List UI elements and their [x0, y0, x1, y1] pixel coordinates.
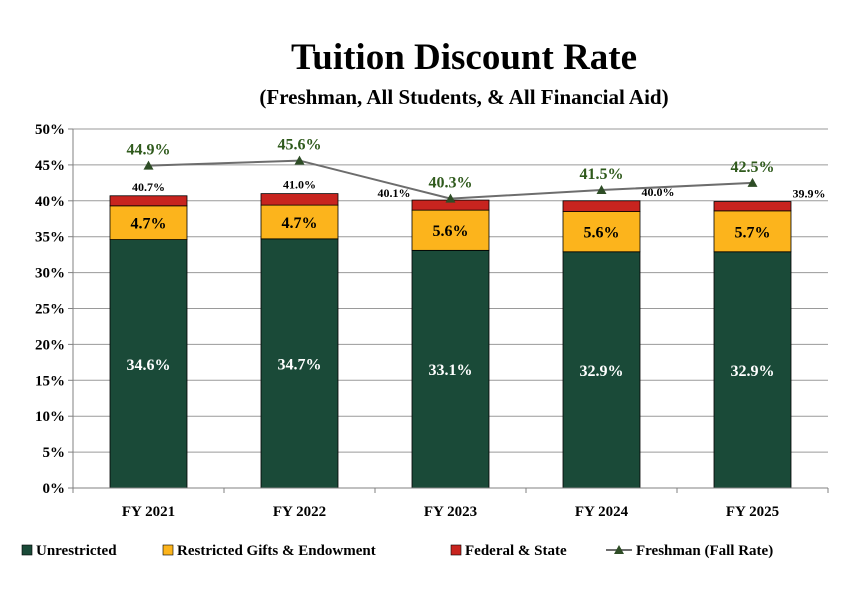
bar-segment-label: 4.7%: [282, 215, 318, 232]
legend-item: Federal & State: [450, 543, 567, 559]
bar-segment: [411, 249, 490, 489]
freshman-marker: [294, 155, 305, 165]
bar-segment: [109, 205, 188, 240]
y-tick-label: 25%: [35, 302, 65, 318]
bar-segment-label: 4.7%: [131, 216, 167, 233]
bar-segment-label: 5.7%: [735, 224, 771, 241]
y-tick-label: 15%: [35, 373, 65, 389]
legend-swatch: [450, 544, 462, 556]
y-tick-label: 20%: [35, 337, 65, 353]
x-tick-label: FY 2024: [575, 504, 629, 520]
x-tick-label: FY 2025: [726, 504, 779, 520]
y-tick-label: 45%: [35, 158, 65, 174]
freshman-data-label: 42.5%: [731, 159, 775, 176]
y-tick-label: 5%: [43, 445, 66, 461]
freshman-marker: [596, 185, 607, 195]
y-tick-label: 10%: [35, 409, 65, 425]
bars-layer: 34.6% 4.7% 34.7% 4.7% 33.1% 5.6% 32.9% 5.6% 32.9…: [109, 178, 826, 489]
bar-segment: [562, 251, 641, 489]
bar-segment-label: 32.9%: [731, 363, 775, 380]
bar-segment: [260, 204, 339, 240]
x-tick-label: FY 2021: [122, 504, 175, 520]
legend-item: Restricted Gifts & Endowment: [162, 543, 376, 559]
bar-segment-label: 5.6%: [433, 223, 469, 240]
legend-swatch: [21, 544, 33, 556]
y-tick-label: 30%: [35, 266, 65, 282]
y-tick-label: 35%: [35, 230, 65, 246]
y-tick-label: 40%: [35, 194, 65, 210]
bar-segment: [260, 193, 339, 206]
bar-segment-label: 34.6%: [127, 357, 171, 374]
freshman-data-label: 44.9%: [127, 142, 171, 159]
chart-subtitle: (Freshman, All Students, & All Financial…: [259, 85, 668, 109]
bar-segment-label: 33.1%: [429, 362, 473, 379]
bar-segment: [562, 200, 641, 212]
freshman-marker: [143, 160, 154, 170]
y-tick-label: 0%: [43, 481, 66, 497]
x-tick-label: FY 2023: [424, 504, 477, 520]
freshman-marker: [747, 177, 758, 187]
legend-item: Freshman (Fall Rate): [606, 543, 773, 559]
x-tick-label: FY 2022: [273, 504, 326, 520]
freshman-marker: [445, 193, 456, 203]
axis-layer: 0% 5% 10% 15% 20% 25% 30% 35% 40% 45% 50% FY 2021 FY…: [35, 122, 829, 520]
bar-total-label: 40.7%: [132, 180, 165, 194]
legend-label: Restricted Gifts & Endowment: [177, 543, 376, 559]
bar-segment: [109, 195, 188, 207]
bar-segment-label: 32.9%: [580, 363, 624, 380]
bar-segment: [713, 201, 792, 212]
legend-label: Freshman (Fall Rate): [636, 543, 773, 559]
freshman-data-label: 40.3%: [429, 175, 473, 192]
legend: Unrestricted Restricted Gifts & Endowment…: [21, 543, 773, 559]
bar-segment: [411, 209, 490, 251]
bar-total-label: 40.1%: [378, 186, 411, 200]
chart-title: Tuition Discount Rate: [291, 37, 637, 78]
legend-marker-swatch: [614, 545, 624, 554]
legend-swatch: [162, 544, 174, 556]
bar-segment-label: 34.7%: [278, 356, 322, 373]
bar-total-label: 39.9%: [793, 187, 826, 201]
bar-total-label: 41.0%: [283, 178, 316, 192]
bar-segment: [713, 210, 792, 253]
legend-item: Unrestricted: [21, 543, 117, 559]
y-tick-label: 50%: [35, 122, 65, 138]
freshman-line-layer: 44.9% 45.6% 40.3% 41.5% 42.5%: [127, 137, 775, 203]
bar-segment-label: 5.6%: [584, 225, 620, 242]
legend-label: Federal & State: [465, 543, 567, 559]
legend-label: Unrestricted: [36, 543, 117, 559]
freshman-data-label: 45.6%: [278, 137, 322, 154]
freshman-data-label: 41.5%: [580, 166, 624, 183]
